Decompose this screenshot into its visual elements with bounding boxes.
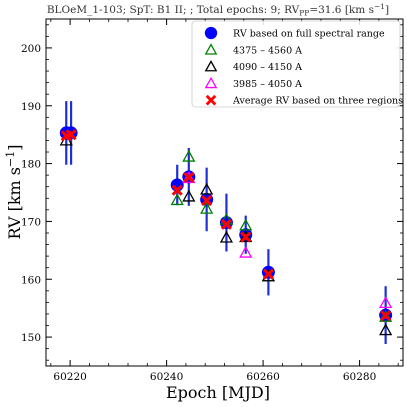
x-tick-label: 60260 xyxy=(246,371,279,383)
region-point xyxy=(200,201,214,214)
axes: 60220 60240 60260 60280 150 160 170 180 190 200 xyxy=(21,18,404,383)
average-rv-point xyxy=(380,310,392,322)
average-rv-point xyxy=(65,129,77,141)
region-point xyxy=(379,310,393,322)
legend-label: 3985 – 4050 A xyxy=(233,79,302,90)
region-point xyxy=(182,189,196,202)
region-point xyxy=(200,182,214,195)
region-point xyxy=(239,218,253,231)
y-tick-label: 190 xyxy=(21,101,41,113)
legend-label: 4375 – 4560 A xyxy=(233,45,302,56)
legend-marker xyxy=(205,94,217,106)
x-tick-label: 60240 xyxy=(150,371,183,383)
x-tick-label: 60220 xyxy=(53,371,86,383)
chart-title: BLOeM_1-103; SpT: B1 II; ; Total epochs:… xyxy=(47,2,389,18)
region-point xyxy=(182,149,196,162)
legend-marker xyxy=(204,60,218,72)
plot-area xyxy=(59,101,393,345)
average-rv-point xyxy=(171,184,183,196)
average-rv-point xyxy=(220,218,232,230)
region-point xyxy=(182,171,196,184)
y-tick-label: 200 xyxy=(21,43,41,55)
average-rv-point xyxy=(183,171,195,184)
legend: RV based on full spectral range 4375 – 45… xyxy=(191,20,403,108)
legend-label: Average RV based on three regions xyxy=(232,96,403,107)
legend-marker xyxy=(204,43,218,55)
y-tick-label: 170 xyxy=(21,216,41,228)
region-point xyxy=(239,230,253,243)
y-tick-label: 150 xyxy=(21,332,41,344)
average-rv-point xyxy=(201,195,213,207)
region-point xyxy=(219,230,234,243)
region-point xyxy=(170,193,184,206)
region-point xyxy=(379,296,393,309)
region-point xyxy=(379,323,393,336)
legend-label: 4090 – 4150 A xyxy=(233,62,302,73)
x-tick-label: 60280 xyxy=(343,371,376,383)
x-axis-label: Epoch [MJD] xyxy=(166,383,270,402)
region-point xyxy=(239,245,253,258)
legend-box xyxy=(191,20,401,108)
average-rv-point xyxy=(240,231,252,243)
legend-label: RV based on full spectral range xyxy=(233,29,385,40)
legend-marker xyxy=(204,76,218,89)
y-axis-label: RV [km s−1] xyxy=(4,145,24,240)
y-tick-label: 180 xyxy=(21,159,41,171)
legend-marker xyxy=(204,26,218,40)
y-tick-label: 160 xyxy=(21,274,41,286)
average-rv-point xyxy=(262,268,274,280)
